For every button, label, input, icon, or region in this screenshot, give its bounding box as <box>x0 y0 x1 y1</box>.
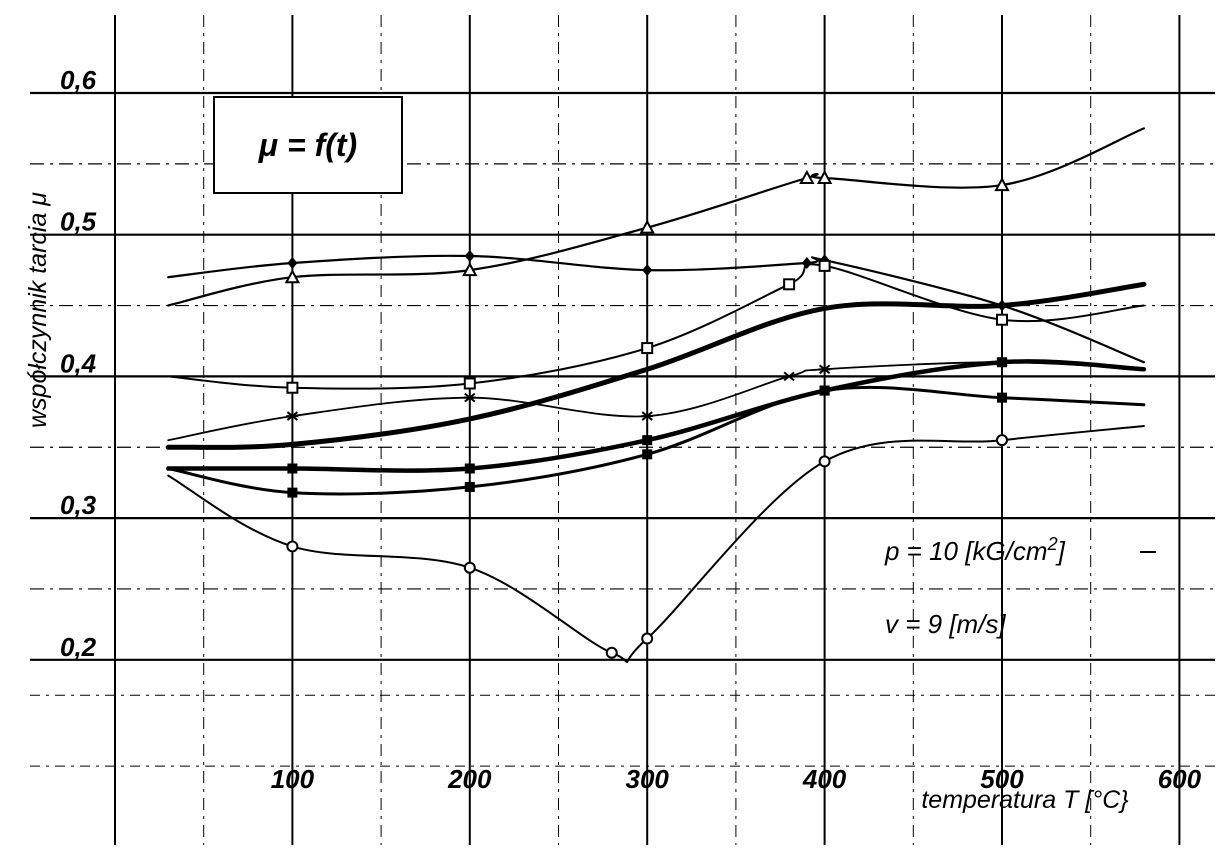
data-point <box>642 449 653 460</box>
velocity-annotation: v = 9 [m/s] <box>885 609 1006 639</box>
data-point <box>464 481 475 492</box>
x-tick-label: 100 <box>271 764 315 794</box>
data-point <box>783 278 796 291</box>
x-tick-label: 600 <box>1158 764 1202 794</box>
series-line-3 <box>167 263 1145 390</box>
data-point <box>996 313 1008 326</box>
data-point <box>463 561 476 574</box>
data-point <box>997 357 1007 368</box>
tick-labels: 100 200 300 400 500 600 0,2 0,3 0,4 0,5 0,6 <box>60 65 1202 794</box>
data-point <box>818 364 831 375</box>
x-tick-label: 200 <box>447 764 492 794</box>
data-point <box>464 463 475 474</box>
formula-text: μ = f(t) <box>258 127 357 163</box>
x-axis-label: temperatura T [°C} <box>921 786 1128 814</box>
pressure-text: p = 10 [kG/cm <box>884 536 1048 566</box>
data-point <box>818 259 831 272</box>
pressure-close: ] <box>1055 536 1066 566</box>
series-markers <box>284 169 1010 659</box>
data-point <box>287 487 298 498</box>
data-point <box>642 264 653 277</box>
series-line-8 <box>167 425 1145 664</box>
x-tick-label: 500 <box>980 764 1024 794</box>
y-tick-label: 0,6 <box>60 65 97 95</box>
data-point <box>997 299 1007 312</box>
data-point <box>641 411 654 421</box>
data-point <box>783 371 796 382</box>
data-point <box>287 463 298 474</box>
data-point <box>286 540 299 553</box>
data-point <box>464 249 475 262</box>
data-point <box>639 219 655 234</box>
data-point <box>997 392 1007 403</box>
data-point <box>286 411 299 421</box>
data-point <box>642 435 653 446</box>
data-point <box>996 434 1008 447</box>
y-tick-label: 0,2 <box>60 632 97 662</box>
data-point <box>463 392 476 403</box>
data-point <box>284 269 301 284</box>
data-point <box>641 632 654 645</box>
data-point <box>801 257 812 270</box>
data-point <box>994 177 1010 192</box>
data-point <box>819 385 830 396</box>
series-line-2 <box>167 254 1145 364</box>
y-tick-label: 0,5 <box>60 207 97 237</box>
data-point <box>641 342 654 355</box>
data-point <box>818 455 831 468</box>
y-axis-label: współczynnik tarcia μ <box>24 192 52 428</box>
pressure-annotation: p = 10 [kG/cm2] <box>884 534 1066 566</box>
data-point <box>799 169 815 185</box>
y-tick-label: 0,3 <box>60 490 97 520</box>
data-point <box>287 257 298 270</box>
y-tick-label: 0,4 <box>60 348 97 378</box>
x-tick-label: 300 <box>626 764 670 794</box>
data-point <box>605 646 618 659</box>
formula-box: μ = f(t) <box>213 96 403 194</box>
pressure-superscript: 2 <box>1047 534 1058 554</box>
data-point <box>816 169 833 185</box>
data-point <box>462 262 478 277</box>
series-line-1 <box>167 127 1145 307</box>
data-point <box>463 377 476 390</box>
x-tick-label: 400 <box>802 764 847 794</box>
data-point <box>286 381 299 394</box>
